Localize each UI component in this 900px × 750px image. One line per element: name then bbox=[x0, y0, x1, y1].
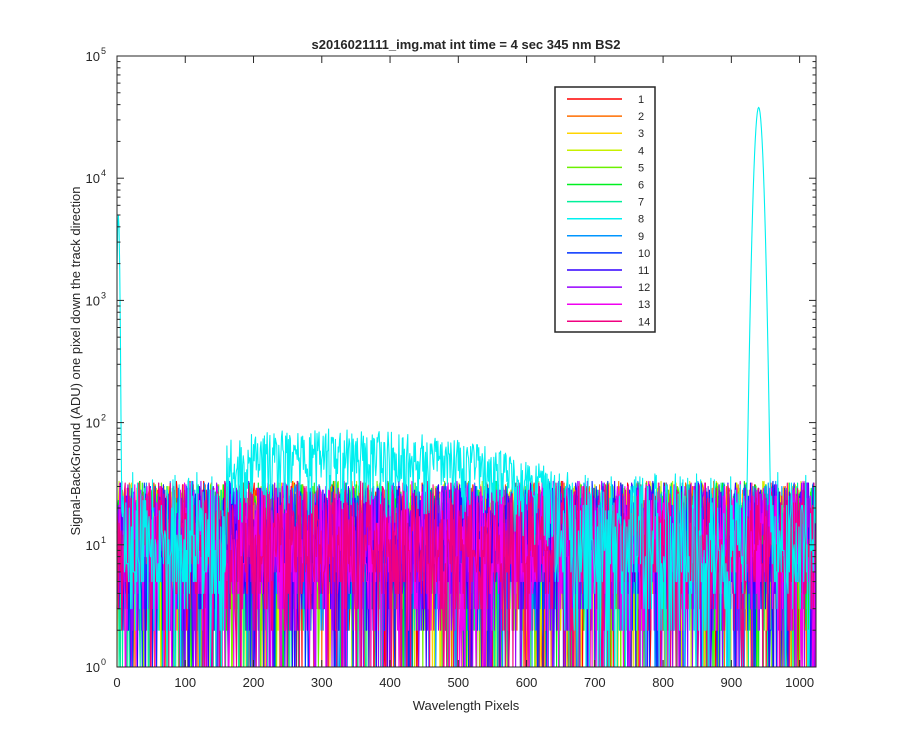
legend-label: 10 bbox=[638, 248, 650, 260]
legend-label: 13 bbox=[638, 299, 650, 311]
y-tick-exponent: 5 bbox=[101, 46, 106, 56]
x-tick-label: 800 bbox=[652, 675, 674, 690]
legend-label: 6 bbox=[638, 180, 644, 192]
x-tick-label: 200 bbox=[243, 675, 265, 690]
y-tick-label: 10 bbox=[86, 171, 100, 186]
y-tick-exponent: 2 bbox=[101, 413, 106, 423]
x-tick-label: 500 bbox=[447, 675, 469, 690]
legend-label: 12 bbox=[638, 282, 650, 294]
legend-label: 5 bbox=[638, 162, 644, 174]
x-tick-label: 0 bbox=[113, 675, 120, 690]
chart-title: s2016021111_img.mat int time = 4 sec 345… bbox=[312, 37, 621, 52]
x-tick-label: 1000 bbox=[785, 675, 814, 690]
y-tick-exponent: 1 bbox=[101, 535, 106, 545]
legend-label: 4 bbox=[638, 145, 644, 157]
legend-label: 1 bbox=[638, 94, 644, 106]
legend-label: 9 bbox=[638, 231, 644, 243]
y-axis-label: Signal-BackGround (ADU) one pixel down t… bbox=[68, 186, 83, 535]
y-tick-label: 10 bbox=[86, 660, 100, 675]
legend-label: 2 bbox=[638, 111, 644, 123]
legend-label: 8 bbox=[638, 214, 644, 226]
x-tick-label: 600 bbox=[516, 675, 538, 690]
legend-label: 11 bbox=[638, 265, 649, 277]
axes-box bbox=[116, 55, 817, 668]
x-axis-label: Wavelength Pixels bbox=[413, 698, 520, 713]
y-tick-label: 10 bbox=[86, 293, 100, 308]
series-line-14 bbox=[116, 480, 816, 668]
legend-label: 7 bbox=[638, 197, 644, 209]
legend-label: 14 bbox=[638, 316, 650, 328]
y-tick-exponent: 4 bbox=[101, 168, 106, 178]
y-tick-label: 10 bbox=[86, 538, 100, 553]
y-tick-label: 10 bbox=[86, 416, 100, 431]
legend-label: 3 bbox=[638, 128, 644, 140]
x-tick-label: 400 bbox=[379, 675, 401, 690]
y-tick-exponent: 3 bbox=[101, 290, 106, 300]
x-tick-label: 100 bbox=[174, 675, 196, 690]
plot-area bbox=[116, 106, 816, 668]
legend-box bbox=[554, 86, 656, 333]
y-tick-exponent: 0 bbox=[101, 657, 106, 667]
x-tick-label: 900 bbox=[721, 675, 743, 690]
y-tick-label: 10 bbox=[86, 49, 100, 64]
x-tick-label: 300 bbox=[311, 675, 333, 690]
series-line-8 bbox=[116, 106, 816, 668]
x-tick-label: 700 bbox=[584, 675, 606, 690]
